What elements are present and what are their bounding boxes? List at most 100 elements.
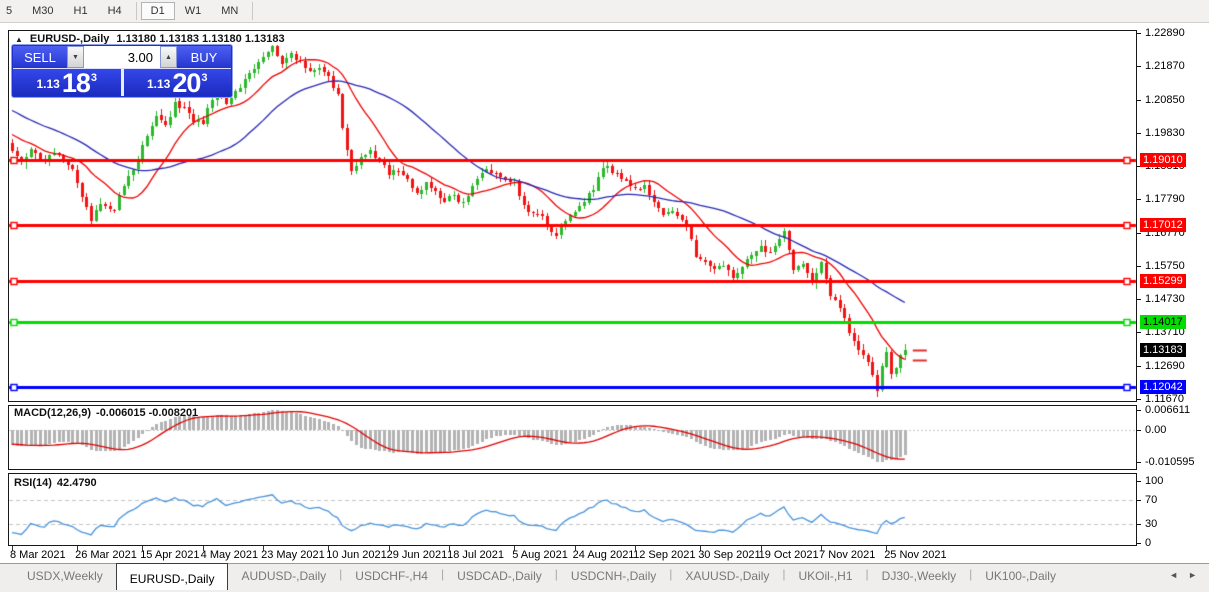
tab-separator: |: [554, 567, 558, 581]
volume-decrease-button[interactable]: ▼: [67, 46, 84, 68]
price-tick-mark: [1137, 199, 1141, 201]
price-tick-label: 1.21870: [1145, 60, 1185, 73]
price-tick-label: 1.20850: [1145, 93, 1185, 106]
timeframe-button-h4[interactable]: H4: [98, 2, 132, 20]
chart-tab-dj30-[interactable]: DJ30-,Weekly: [881, 569, 957, 583]
price-tick-mark: [1137, 33, 1141, 34]
tab-separator: |: [969, 567, 973, 581]
price-tick-mark: [1137, 99, 1141, 101]
tab-separator: |: [669, 567, 673, 581]
time-tick-mark: [12, 546, 13, 551]
price-tick-label: 1.17790: [1145, 193, 1185, 206]
time-tick-label: 18 Jul 2021: [447, 549, 504, 561]
chart-tab-usdchf-[interactable]: USDCHF-,H4: [355, 569, 428, 583]
price-tick-mark: [1137, 299, 1141, 301]
price-axis[interactable]: 1.228901.218701.208501.198301.188101.177…: [1137, 23, 1209, 563]
rsi-tick-mark: [1137, 481, 1141, 482]
price-tick-mark: [1137, 332, 1141, 334]
rsi-tick-label: 70: [1145, 493, 1158, 506]
chart-tab-bar: USDX,Weekly EURUSD-,Daily AUDUSD-,Daily | US…: [0, 563, 1209, 592]
timeframe-toolbar: 5 M30 H1 H4 D1 W1 MN: [0, 0, 1209, 23]
price-tick-label: 1.13710: [1145, 326, 1185, 339]
time-tick-label: 24 Aug 2021: [572, 549, 635, 561]
volume-input[interactable]: [84, 46, 160, 68]
rsi-tick-label: 0: [1145, 537, 1152, 549]
tab-separator: |: [865, 567, 869, 581]
macd-name: MACD(12,26,9): [14, 407, 92, 419]
current-price-label: 1.13183: [1140, 342, 1186, 357]
time-tick-mark: [635, 546, 637, 551]
price-level-label: 1.12042: [1140, 379, 1186, 394]
chart-tab-usdcad-[interactable]: USDCAD-,Daily: [457, 569, 542, 583]
ohlc-values: 1.13180 1.13183 1.13180 1.13183: [116, 33, 285, 45]
rsi-tick-mark: [1137, 499, 1141, 501]
time-tick-label: 29 Jun 2021: [386, 549, 448, 561]
macd-tick-label: -0.010595: [1145, 456, 1195, 468]
time-tick-mark: [514, 546, 516, 551]
timeframe-button-m30[interactable]: M30: [22, 2, 63, 20]
timeframe-button-5[interactable]: 5: [0, 2, 22, 20]
timeframe-button-d1[interactable]: D1: [140, 2, 175, 20]
bid-pipette: 3: [90, 72, 98, 84]
time-tick-label: 23 May 2021: [261, 549, 325, 561]
rsi-name: RSI(14): [14, 477, 52, 489]
bid-price-box[interactable]: 1.13 18 3: [13, 69, 121, 97]
price-level-label: 1.17012: [1140, 217, 1186, 232]
macd-values: -0.006015 -0.008201: [96, 407, 199, 419]
timeframe-button-mn[interactable]: MN: [211, 2, 248, 20]
toolbar-divider: [252, 2, 254, 20]
ask-price-box[interactable]: 1.13 20 3: [123, 69, 231, 97]
sell-button[interactable]: SELL: [13, 46, 67, 68]
price-level-label: 1.15299: [1140, 273, 1186, 288]
time-tick-label: 30 Sep 2021: [698, 549, 761, 561]
timeframe-button-w1[interactable]: W1: [175, 2, 212, 20]
time-tick-mark: [821, 546, 823, 551]
ask-prefix: 1.13: [146, 77, 171, 91]
chart-tab-usdcnh-[interactable]: USDCNH-,Daily: [570, 569, 657, 583]
macd-tick-label: 0.006611: [1145, 404, 1191, 416]
rsi-indicator-label: RSI(14) 42.4790: [14, 477, 97, 489]
time-tick-mark: [574, 546, 576, 551]
price-tick-mark: [1137, 265, 1141, 267]
price-tick-mark: [1137, 365, 1141, 367]
time-tick-label: 5 Aug 2021: [512, 549, 568, 561]
collapse-panel-icon[interactable]: ▲: [15, 34, 23, 44]
chart-tab-audusd-[interactable]: AUDUSD-,Daily: [241, 569, 327, 583]
price-tick-mark: [1137, 166, 1141, 168]
tab-scroll-left-icon[interactable]: ◄: [1169, 570, 1179, 580]
timeframe-button-h1[interactable]: H1: [64, 2, 98, 20]
chart-header: ▲ EURUSD-,Daily 1.13180 1.13183 1.13180 …: [15, 33, 285, 45]
chart-tab-ukoil-[interactable]: UKOil-,H1: [798, 569, 853, 583]
time-tick-mark: [202, 546, 204, 551]
time-tick-mark: [760, 546, 762, 551]
time-tick-label: 7 Nov 2021: [819, 549, 876, 561]
chart-tab-xauusd-[interactable]: XAUUSD-,Daily: [685, 569, 770, 583]
tab-scroll-right-icon[interactable]: ►: [1188, 570, 1197, 580]
macd-tick-label: 0.00: [1145, 424, 1167, 436]
time-tick-label: 19 Oct 2021: [758, 549, 819, 561]
price-tick-mark: [1137, 132, 1141, 134]
ask-pipette: 3: [201, 72, 208, 84]
trade-panel-top-row: SELL ▼ ▲ BUY: [13, 46, 231, 69]
chart-tab-eurusd-[interactable]: EURUSD-,Daily: [115, 563, 229, 590]
price-tick-label: 1.14730: [1145, 293, 1185, 306]
volume-increase-button[interactable]: ▲: [160, 46, 177, 68]
price-tick-mark: [1137, 398, 1141, 400]
price-tick-label: 1.12690: [1145, 359, 1185, 372]
macd-indicator-label: MACD(12,26,9) -0.006015 -0.008201: [14, 407, 198, 419]
time-tick-mark: [263, 546, 265, 551]
chart-tab-uk100-[interactable]: UK100-,Daily: [985, 569, 1056, 583]
time-tick-mark: [449, 546, 451, 551]
time-tick-label: 15 Apr 2021: [140, 549, 200, 561]
tab-separator: |: [339, 567, 343, 581]
time-axis[interactable]: 8 Mar 2021 26 Mar 2021 15 Apr 2021 4 May 20…: [0, 546, 1137, 563]
price-tick-mark: [1137, 232, 1141, 234]
time-tick-label: 8 Mar 2021: [10, 549, 66, 561]
rsi-value: 42.4790: [56, 477, 97, 489]
time-tick-mark: [388, 546, 390, 551]
chart-tab-usdx[interactable]: USDX,Weekly: [27, 569, 103, 583]
buy-button[interactable]: BUY: [177, 46, 231, 68]
macd-tick-mark: [1137, 430, 1141, 431]
